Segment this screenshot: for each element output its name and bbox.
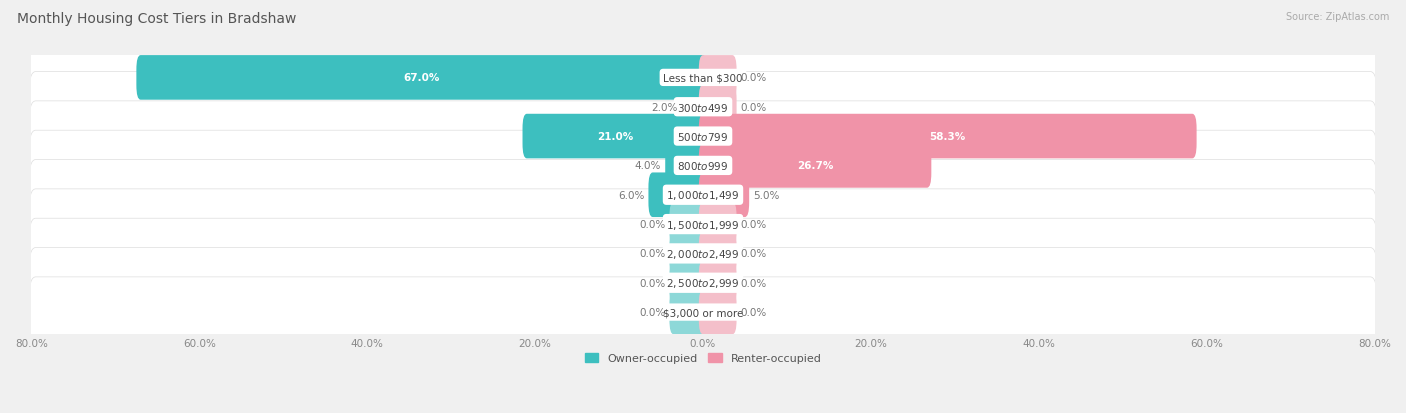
FancyBboxPatch shape bbox=[648, 173, 707, 218]
Text: 0.0%: 0.0% bbox=[638, 220, 665, 230]
Text: 6.0%: 6.0% bbox=[617, 190, 644, 200]
FancyBboxPatch shape bbox=[699, 173, 749, 218]
Text: 0.0%: 0.0% bbox=[741, 278, 768, 288]
Text: $500 to $799: $500 to $799 bbox=[678, 131, 728, 143]
Text: Source: ZipAtlas.com: Source: ZipAtlas.com bbox=[1285, 12, 1389, 22]
Text: $300 to $499: $300 to $499 bbox=[678, 102, 728, 114]
FancyBboxPatch shape bbox=[669, 261, 707, 305]
Text: 0.0%: 0.0% bbox=[741, 102, 768, 112]
Text: 5.0%: 5.0% bbox=[754, 190, 780, 200]
Text: $3,000 or more: $3,000 or more bbox=[662, 307, 744, 317]
Text: 21.0%: 21.0% bbox=[596, 132, 633, 142]
FancyBboxPatch shape bbox=[699, 56, 737, 100]
Legend: Owner-occupied, Renter-occupied: Owner-occupied, Renter-occupied bbox=[581, 349, 825, 368]
Text: $2,500 to $2,999: $2,500 to $2,999 bbox=[666, 277, 740, 290]
FancyBboxPatch shape bbox=[136, 56, 707, 100]
FancyBboxPatch shape bbox=[30, 72, 1376, 142]
FancyBboxPatch shape bbox=[669, 232, 707, 276]
Text: 67.0%: 67.0% bbox=[404, 73, 440, 83]
FancyBboxPatch shape bbox=[699, 232, 737, 276]
Text: 0.0%: 0.0% bbox=[741, 249, 768, 259]
FancyBboxPatch shape bbox=[30, 43, 1376, 113]
FancyBboxPatch shape bbox=[30, 160, 1376, 230]
FancyBboxPatch shape bbox=[699, 261, 737, 305]
Text: 0.0%: 0.0% bbox=[638, 278, 665, 288]
FancyBboxPatch shape bbox=[30, 277, 1376, 347]
FancyBboxPatch shape bbox=[669, 290, 707, 335]
Text: Less than $300: Less than $300 bbox=[664, 73, 742, 83]
Text: $2,000 to $2,499: $2,000 to $2,499 bbox=[666, 247, 740, 260]
Text: 0.0%: 0.0% bbox=[741, 307, 768, 317]
FancyBboxPatch shape bbox=[30, 218, 1376, 289]
FancyBboxPatch shape bbox=[669, 202, 707, 247]
FancyBboxPatch shape bbox=[523, 114, 707, 159]
Text: $1,000 to $1,499: $1,000 to $1,499 bbox=[666, 189, 740, 202]
Text: Monthly Housing Cost Tiers in Bradshaw: Monthly Housing Cost Tiers in Bradshaw bbox=[17, 12, 297, 26]
FancyBboxPatch shape bbox=[699, 290, 737, 335]
FancyBboxPatch shape bbox=[699, 144, 931, 188]
Text: 2.0%: 2.0% bbox=[651, 102, 678, 112]
FancyBboxPatch shape bbox=[30, 102, 1376, 172]
Text: 0.0%: 0.0% bbox=[741, 220, 768, 230]
FancyBboxPatch shape bbox=[30, 131, 1376, 201]
FancyBboxPatch shape bbox=[682, 85, 707, 130]
Text: $800 to $999: $800 to $999 bbox=[678, 160, 728, 172]
FancyBboxPatch shape bbox=[699, 85, 737, 130]
Text: 58.3%: 58.3% bbox=[929, 132, 966, 142]
FancyBboxPatch shape bbox=[30, 190, 1376, 260]
Text: 0.0%: 0.0% bbox=[638, 307, 665, 317]
Text: 26.7%: 26.7% bbox=[797, 161, 834, 171]
FancyBboxPatch shape bbox=[699, 114, 1197, 159]
FancyBboxPatch shape bbox=[665, 144, 707, 188]
Text: $1,500 to $1,999: $1,500 to $1,999 bbox=[666, 218, 740, 231]
Text: 0.0%: 0.0% bbox=[741, 73, 768, 83]
Text: 0.0%: 0.0% bbox=[638, 249, 665, 259]
FancyBboxPatch shape bbox=[699, 202, 737, 247]
FancyBboxPatch shape bbox=[30, 248, 1376, 318]
Text: 4.0%: 4.0% bbox=[634, 161, 661, 171]
